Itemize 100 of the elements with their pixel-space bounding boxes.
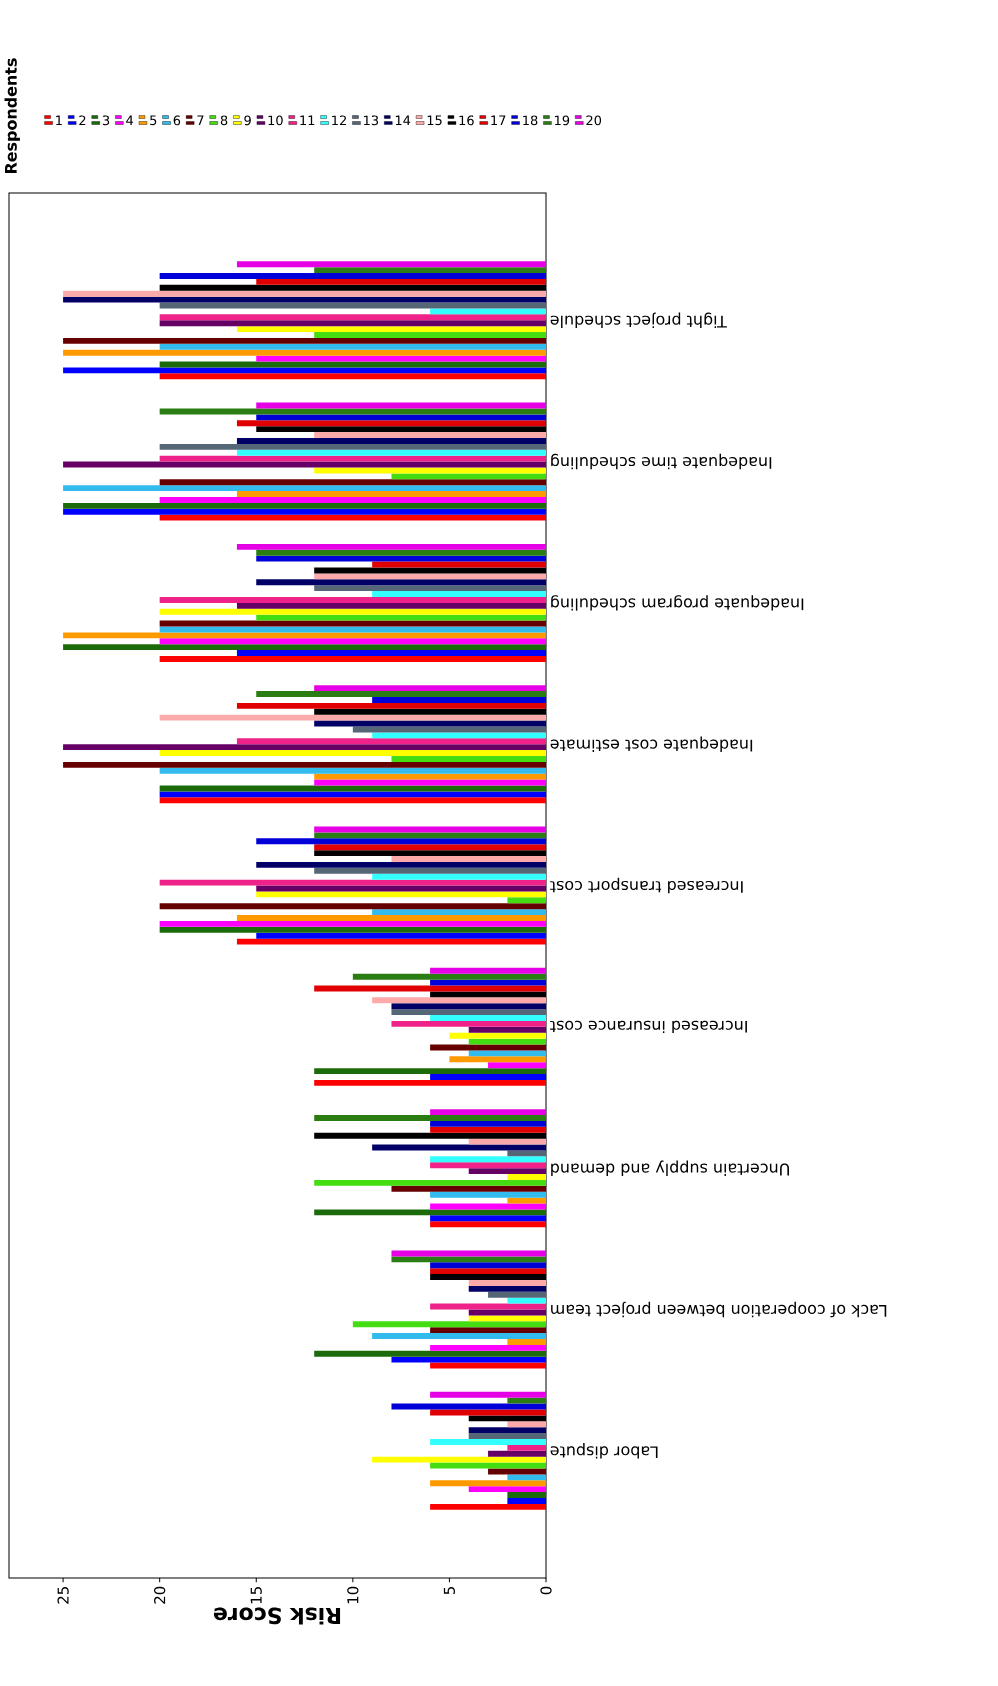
bar: [159, 608, 547, 615]
bar: [430, 1262, 547, 1269]
bar: [391, 756, 547, 762]
bar: [236, 261, 547, 268]
bar: [507, 1421, 547, 1428]
bar: [314, 467, 547, 474]
x-tick-label: 0: [540, 1586, 552, 1595]
bar: [468, 1427, 547, 1434]
bar: [159, 920, 547, 927]
bar: [507, 1338, 547, 1345]
bar: [430, 1344, 547, 1351]
bar: [468, 1309, 547, 1316]
bar: [314, 267, 547, 274]
bar: [256, 579, 547, 586]
bar: [256, 614, 547, 621]
bar: [256, 555, 547, 562]
bar: [159, 443, 547, 450]
bar: [256, 691, 547, 698]
bar: [63, 632, 547, 639]
bar: [430, 1015, 547, 1021]
bar: [314, 779, 547, 786]
bar: [372, 873, 547, 880]
bar: [63, 744, 547, 751]
bar: [314, 573, 547, 580]
bar: [236, 702, 547, 709]
bar: [488, 1291, 547, 1298]
bar: [314, 1179, 547, 1186]
bar: [372, 1333, 547, 1339]
x-tick-label: 10: [347, 1586, 359, 1604]
legend-label: 4: [126, 115, 134, 125]
bar: [372, 591, 547, 597]
bar: [488, 1450, 547, 1457]
bar: [430, 1221, 547, 1228]
bar: [430, 1120, 547, 1127]
legend-label: 8: [220, 115, 228, 126]
bar: [507, 1474, 547, 1481]
bar: [159, 373, 547, 380]
y-tick-label: Tight project schedule: [550, 312, 727, 328]
bar: [430, 308, 547, 315]
bar: [468, 1050, 547, 1057]
y-tick-label: Inadequate cost estimate: [550, 736, 753, 752]
bar: [372, 732, 547, 739]
bar: [159, 750, 547, 757]
bar: [314, 773, 547, 780]
bar: [159, 903, 547, 910]
bar: [430, 1215, 547, 1222]
bar: [314, 867, 547, 874]
legend-title: Respondents: [4, 58, 20, 174]
bar: [468, 1168, 547, 1175]
bar: [236, 491, 547, 497]
legend-label: 2: [79, 115, 86, 126]
bar: [430, 1462, 547, 1469]
bar: [391, 1250, 547, 1257]
bar: [314, 1079, 547, 1086]
x-tick-label: 15: [250, 1587, 262, 1604]
bar: [63, 296, 547, 303]
bar: [236, 420, 547, 427]
bar: [314, 332, 547, 338]
bar: [468, 1138, 547, 1145]
bar: [507, 1197, 547, 1204]
legend-label: 17: [491, 115, 506, 125]
bar: [256, 278, 547, 285]
y-tick-label: Increased insurance cost: [550, 1020, 747, 1034]
y-tick-label: Labor dispute: [550, 1443, 658, 1459]
bar: [430, 1074, 547, 1080]
legend-label: 10: [268, 115, 283, 126]
bar: [430, 1162, 547, 1169]
bar: [314, 432, 547, 438]
bar: [159, 314, 547, 321]
bar: [314, 1209, 547, 1216]
y-tick-label: Lack of cooperation between project team: [551, 1301, 887, 1318]
bar: [159, 626, 547, 633]
bar: [256, 414, 547, 421]
legend-label: 12: [332, 115, 346, 126]
bar: [468, 1486, 547, 1493]
bar: [352, 973, 547, 980]
bar: [507, 1498, 547, 1504]
bar: [430, 1126, 547, 1133]
bar: [391, 856, 547, 862]
y-tick-label: Inadequate time scheduling: [551, 453, 772, 470]
legend-label: 20: [586, 115, 602, 126]
bar: [256, 861, 547, 868]
bar: [63, 644, 547, 651]
bar: [314, 1068, 547, 1075]
y-tick-label: Increased transport cost: [550, 877, 743, 894]
bar: [372, 997, 547, 1004]
bar: [430, 979, 547, 986]
legend-label: 6: [173, 115, 181, 126]
bar: [159, 767, 547, 774]
bar: [314, 832, 547, 839]
bar: [468, 1038, 547, 1045]
bar: [256, 549, 547, 556]
bar: [449, 1032, 547, 1039]
bar: [430, 1109, 547, 1116]
legend-label: 16: [459, 115, 474, 126]
bar: [430, 1480, 547, 1487]
legend-label: 13: [364, 115, 379, 126]
bar: [63, 761, 547, 768]
bar: [430, 1156, 547, 1163]
bar: [159, 791, 547, 798]
